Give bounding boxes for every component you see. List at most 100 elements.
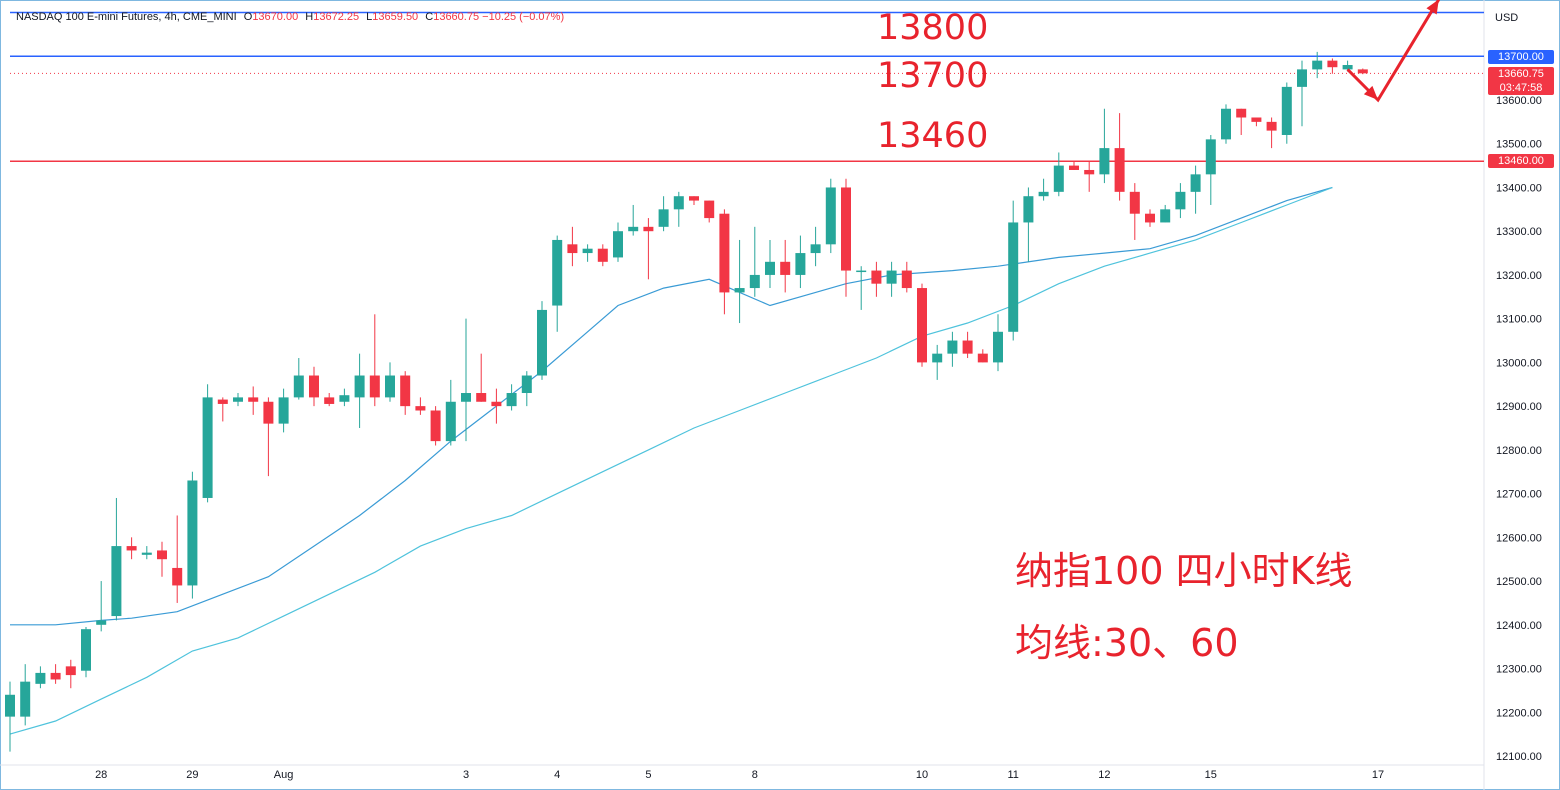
y-tick-label: 13300.00 (1496, 226, 1542, 238)
candle-body (1297, 69, 1307, 87)
candle-body (917, 288, 927, 363)
candle-body (1221, 108, 1231, 140)
candle-body (1312, 60, 1323, 70)
x-tick-label: 28 (95, 769, 107, 781)
candle-body (841, 187, 851, 271)
candle-body (597, 248, 608, 262)
x-tick-label: 12 (1098, 769, 1110, 781)
candle-body (962, 340, 973, 354)
candle-body (993, 331, 1003, 363)
x-tick-label: 15 (1205, 769, 1217, 781)
candle-body (233, 397, 243, 402)
y-tick-label: 13500.00 (1496, 139, 1542, 151)
candle-body (202, 397, 213, 498)
candle-body (430, 410, 441, 442)
low-value: 13659.50 (372, 11, 419, 23)
candle-body (901, 270, 912, 289)
y-tick-label: 13400.00 (1496, 182, 1542, 194)
forecast-arrow-head-down (1363, 85, 1378, 100)
annotation-13800: 13800 (877, 8, 989, 48)
y-tick-label: 13100.00 (1496, 314, 1542, 326)
candle-body (476, 393, 487, 402)
candle-body (947, 340, 958, 354)
annotation-13460: 13460 (877, 116, 989, 156)
candle-body (263, 401, 274, 424)
candle-body (1342, 65, 1353, 70)
candle-body (111, 546, 122, 617)
x-tick-label: 29 (186, 769, 198, 781)
candle-body (141, 552, 152, 555)
candle-body (1129, 191, 1140, 214)
candle-body (613, 231, 623, 258)
candle-body (537, 309, 547, 376)
candle-body (1251, 117, 1262, 122)
y-tick-label: 12700.00 (1496, 489, 1542, 501)
candle-body (339, 395, 350, 402)
annotation-title: 纳指100 四小时K线 (1015, 549, 1353, 593)
candle-body (1038, 191, 1049, 197)
candle-body (369, 375, 380, 398)
candle-body (719, 213, 730, 293)
candle-body (248, 397, 259, 402)
candle-body (628, 226, 639, 232)
candle-body (689, 196, 699, 201)
ma-line-30 (10, 186, 1333, 626)
x-tick-label: 10 (916, 769, 928, 781)
y-tick-label: 12400.00 (1496, 620, 1542, 632)
candle-body (81, 629, 91, 671)
candle-body (582, 248, 593, 254)
y-tick-label: 12300.00 (1496, 664, 1542, 676)
candle-body (734, 288, 745, 293)
candle-body (704, 200, 715, 219)
y-tick-label: 13600.00 (1496, 95, 1542, 107)
candle-body (795, 253, 806, 275)
price-tag-13700: 13700.00 (1488, 50, 1554, 64)
candle-body (126, 546, 137, 551)
candle-body (1175, 191, 1186, 210)
x-tick-label: 17 (1372, 769, 1384, 781)
candle-body (172, 567, 183, 586)
candle-body (1008, 222, 1019, 332)
candle-body (810, 244, 821, 254)
candle-body (643, 226, 654, 232)
candle-body (415, 406, 426, 411)
close-value: 13660.75 (433, 11, 480, 23)
candle-body (825, 187, 836, 245)
y-tick-label: 12500.00 (1496, 576, 1542, 588)
candle-body (293, 375, 304, 398)
candle-body (187, 480, 198, 586)
candle-body (1160, 209, 1171, 223)
candle-body (1327, 60, 1338, 68)
candle-body (749, 274, 760, 289)
candle-body (856, 270, 867, 273)
y-tick-label: 13000.00 (1496, 357, 1542, 369)
candle-body (278, 397, 289, 424)
candle-body (765, 261, 775, 275)
forecast-arrow-line (1346, 0, 1441, 103)
candle-body (871, 270, 882, 284)
x-tick-label: 11 (1007, 769, 1018, 781)
candle-body (1205, 139, 1216, 175)
symbol-label: NASDAQ 100 E-mini Futures, 4h, CME_MINI (16, 11, 237, 23)
open-value: 13670.00 (252, 11, 299, 23)
candle-body (1069, 165, 1079, 170)
candle-body (217, 399, 228, 404)
high-value: 13672.25 (313, 11, 360, 23)
price-tag-13460: 13460.00 (1488, 154, 1554, 168)
candle-body (567, 244, 578, 254)
candle-body (1099, 148, 1110, 175)
candle-body (20, 681, 31, 717)
candle-body (1053, 165, 1064, 192)
candle-body (780, 261, 791, 275)
candle-body (1190, 174, 1201, 192)
candle-body (521, 375, 532, 394)
candle-body (1266, 121, 1277, 131)
candle-body (491, 401, 502, 407)
candle-body (552, 239, 563, 306)
candle-body (385, 375, 395, 398)
countdown-tag: 03:47:58 (1488, 81, 1554, 95)
x-tick-label: Aug (274, 769, 294, 781)
y-tick-label: 12900.00 (1496, 401, 1542, 413)
candle-body (324, 397, 335, 404)
